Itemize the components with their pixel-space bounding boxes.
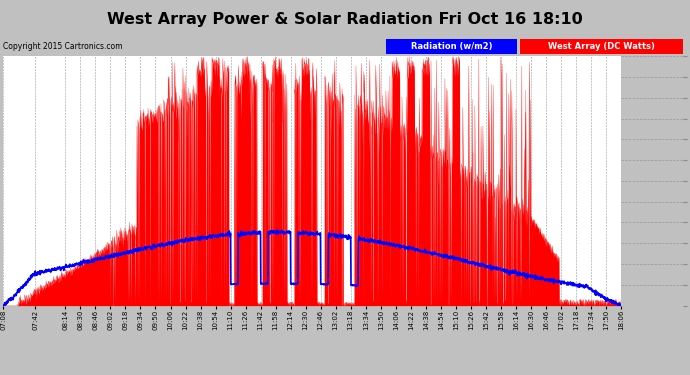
Bar (520, 39, 683, 54)
Text: Radiation (w/m2): Radiation (w/m2) (411, 42, 493, 51)
Text: West Array Power & Solar Radiation Fri Oct 16 18:10: West Array Power & Solar Radiation Fri O… (107, 12, 583, 27)
Text: West Array (DC Watts): West Array (DC Watts) (548, 42, 655, 51)
Text: Copyright 2015 Cartronics.com: Copyright 2015 Cartronics.com (3, 42, 123, 51)
Bar (386, 39, 517, 54)
